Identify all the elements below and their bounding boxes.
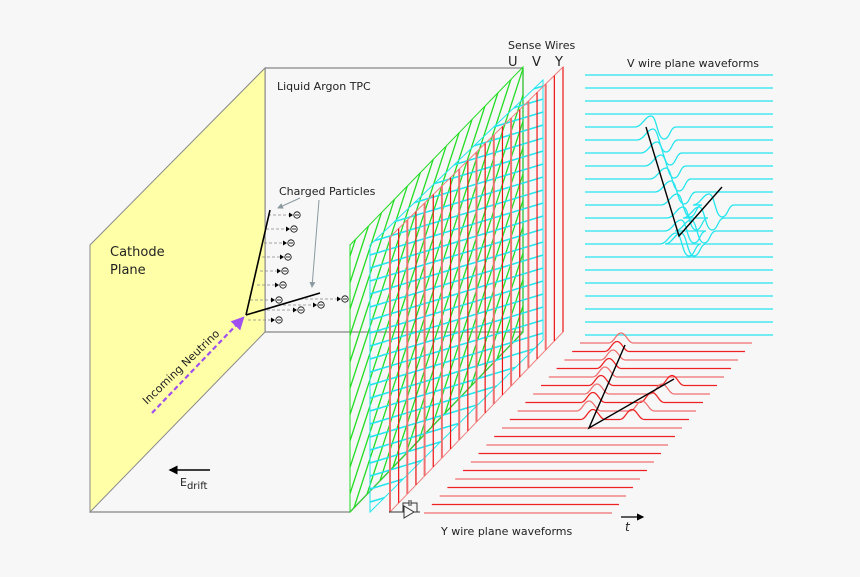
plane-y-label: Y <box>554 55 563 70</box>
drift-arrowhead <box>289 212 293 218</box>
v-waveform <box>585 180 773 205</box>
y-waveform <box>556 357 731 370</box>
v-waveform <box>585 141 773 166</box>
y-waveform <box>572 340 745 353</box>
u-wire <box>521 67 523 512</box>
u-wire <box>539 60 689 520</box>
u-wire <box>625 60 775 520</box>
electron-icon <box>279 281 287 289</box>
u-wire <box>350 67 415 512</box>
y-waveform <box>541 374 717 387</box>
v-waveform <box>585 167 773 192</box>
plane-u-label: U <box>508 55 518 70</box>
u-wire <box>350 67 441 512</box>
u-wire <box>350 67 398 512</box>
time-axis-label: t <box>625 520 631 534</box>
u-wire <box>642 60 792 520</box>
y-waveform <box>509 408 689 421</box>
v-wire-plane-waveforms <box>585 74 773 336</box>
electron-icon <box>275 316 283 324</box>
cathode-label-line2: Plane <box>110 263 146 278</box>
drift-arrowhead <box>271 297 275 303</box>
v-wire <box>370 93 543 155</box>
drift-arrowhead <box>277 268 281 274</box>
drift-arrowhead <box>337 296 341 302</box>
u-wire <box>617 60 767 520</box>
incoming-neutrino-track <box>151 316 245 414</box>
electron-icon <box>293 211 301 219</box>
u-wire <box>651 60 801 520</box>
electron-icon <box>284 253 292 261</box>
cathode-plane <box>89 66 266 514</box>
y-waveform <box>564 349 738 361</box>
plane-v-label: V <box>532 55 541 70</box>
y-waveform <box>517 400 696 412</box>
drift-arrowhead <box>280 254 284 260</box>
tpc-label: Liquid Argon TPC <box>277 80 371 93</box>
v-waveforms-label: V wire plane waveforms <box>627 57 759 70</box>
sense-wires-label: Sense Wires <box>508 39 575 52</box>
v-waveform <box>585 154 773 179</box>
u-wire <box>350 67 424 512</box>
callout-arrow-1 <box>277 197 301 209</box>
y-waveform <box>548 366 724 378</box>
electron-icon <box>317 301 325 309</box>
y-waveforms-label: Y wire plane waveforms <box>440 525 572 538</box>
u-wire <box>591 60 741 520</box>
u-wire <box>677 60 827 520</box>
y-waveform <box>525 391 703 404</box>
y-track-projection <box>587 344 675 430</box>
v-plane-outline <box>369 78 544 514</box>
u-wire <box>574 60 724 520</box>
callout-arrow-2 <box>309 199 320 288</box>
electron-icon <box>287 239 295 247</box>
u-plane-outline <box>349 65 524 514</box>
v-track-projection <box>645 126 723 238</box>
y-waveform <box>580 332 752 344</box>
u-wire <box>668 60 818 520</box>
u-wire <box>685 60 835 520</box>
u-wire <box>599 60 749 520</box>
v-waveform <box>585 232 773 257</box>
v-waveform <box>585 128 773 153</box>
drift-arrowhead <box>275 282 279 288</box>
y-waveform <box>533 383 710 395</box>
u-wire <box>512 67 523 512</box>
particle-track-2 <box>245 292 321 316</box>
electron-icon <box>341 295 349 303</box>
u-wire <box>608 60 758 520</box>
charged-particles-label: Charged Particles <box>279 185 376 198</box>
electron-icon <box>290 225 298 233</box>
electron-icon <box>275 296 283 304</box>
drift-arrowhead <box>293 307 297 313</box>
y-wire-plane-waveforms <box>424 332 752 514</box>
particle-track-1 <box>245 209 271 316</box>
u-wire <box>495 67 523 512</box>
drift-arrowhead <box>286 226 290 232</box>
electron-icon <box>281 267 289 275</box>
edrift-label: Edrift <box>180 476 208 492</box>
u-wire <box>634 60 784 520</box>
drift-arrowhead <box>283 240 287 246</box>
v-waveform <box>585 193 773 218</box>
v-wire <box>370 80 543 129</box>
u-wire <box>548 60 698 520</box>
drift-arrowhead <box>271 317 275 323</box>
amplifier-icon <box>389 500 420 519</box>
v-waveform <box>585 219 773 244</box>
electron-icon <box>297 306 305 314</box>
v-waveform <box>585 115 773 140</box>
charged-particles <box>248 211 349 324</box>
drift-arrowhead <box>313 302 317 308</box>
u-wire <box>660 60 810 520</box>
u-wire <box>565 60 715 520</box>
cathode-label-line1: Cathode <box>110 245 165 260</box>
v-waveform <box>585 206 773 231</box>
u-wire <box>556 60 706 520</box>
